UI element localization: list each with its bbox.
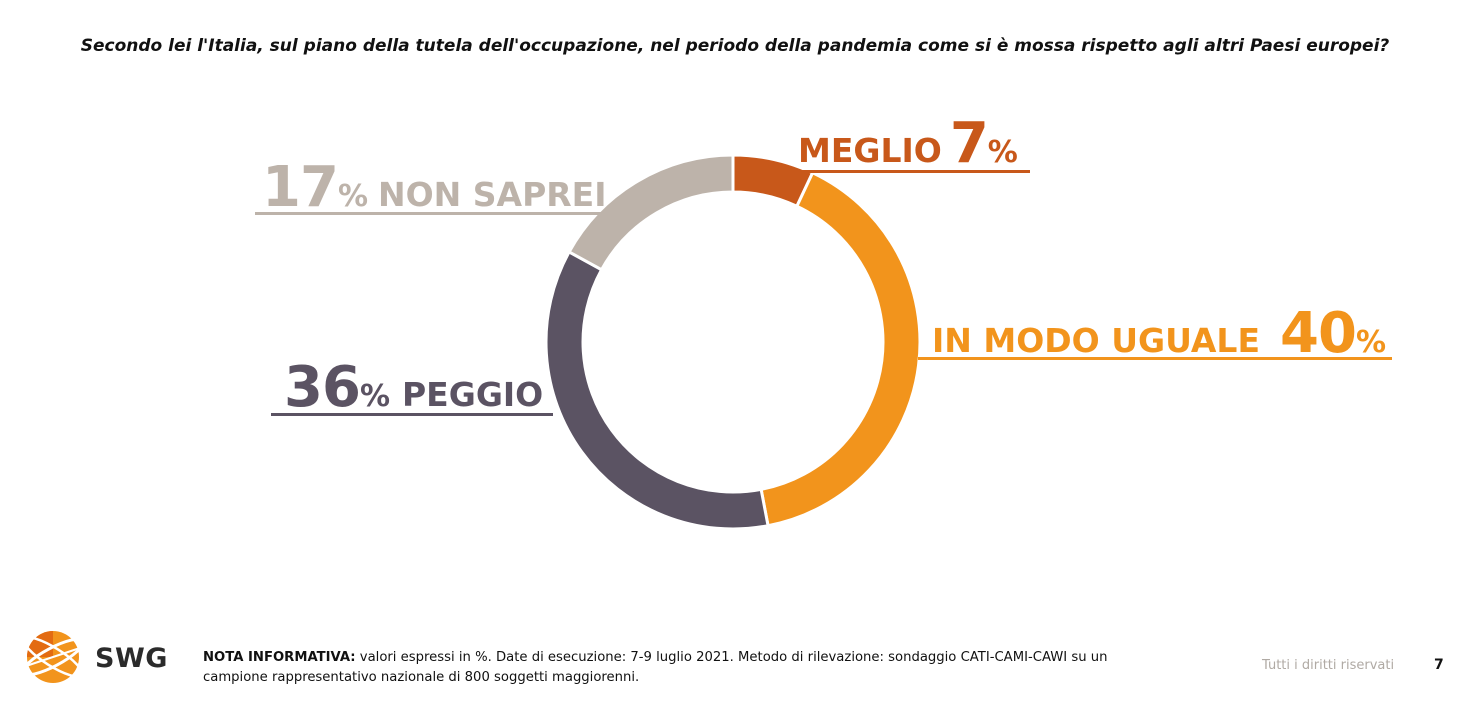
data-label-uguale: IN MODO UGUALE 40% [932, 306, 1386, 362]
leader-line-non-saprei [255, 212, 605, 215]
value-label-non-saprei: 17 [262, 155, 339, 220]
swg-logo-icon [21, 631, 85, 683]
value-label-meglio: 7 [949, 111, 989, 176]
unit-label-uguale: % [1355, 325, 1386, 360]
category-label-non-saprei: NON SAPREI [378, 175, 607, 214]
unit-label-non-saprei: % [337, 179, 368, 214]
data-label-non-saprei: 17% NON SAPREI [262, 160, 607, 216]
category-label-peggio: PEGGIO [402, 375, 544, 414]
value-label-peggio: 36 [284, 355, 361, 420]
note-label: NOTA INFORMATIVA: [203, 650, 356, 665]
donut-slice-peggio [544, 249, 770, 531]
donut-slice-in-modo-uguale [759, 170, 922, 528]
leader-line-meglio [795, 170, 1030, 173]
note-text: valori espressi in %. Date di esecuzione… [203, 650, 1108, 685]
unit-label-meglio: % [987, 135, 1018, 170]
data-label-peggio: 36% PEGGIO [284, 360, 543, 416]
category-label-uguale: IN MODO UGUALE [932, 321, 1260, 360]
methodology-note: NOTA INFORMATIVA: valori espressi in %. … [203, 648, 1163, 688]
leader-line-peggio [271, 413, 553, 416]
donut-slice-non-saprei [567, 153, 735, 272]
category-label-meglio: MEGLIO [798, 131, 942, 170]
question-title: Secondo lei l'Italia, sul piano della tu… [80, 36, 1390, 56]
unit-label-peggio: % [359, 379, 390, 414]
value-label-uguale: 40 [1280, 301, 1357, 366]
brand-name: SWG [95, 643, 168, 674]
leader-line-uguale [918, 357, 1392, 360]
rights-reserved: Tutti i diritti riservati [1262, 658, 1395, 673]
page-number: 7 [1434, 657, 1444, 673]
data-label-meglio: MEGLIO 7% [798, 116, 1018, 172]
